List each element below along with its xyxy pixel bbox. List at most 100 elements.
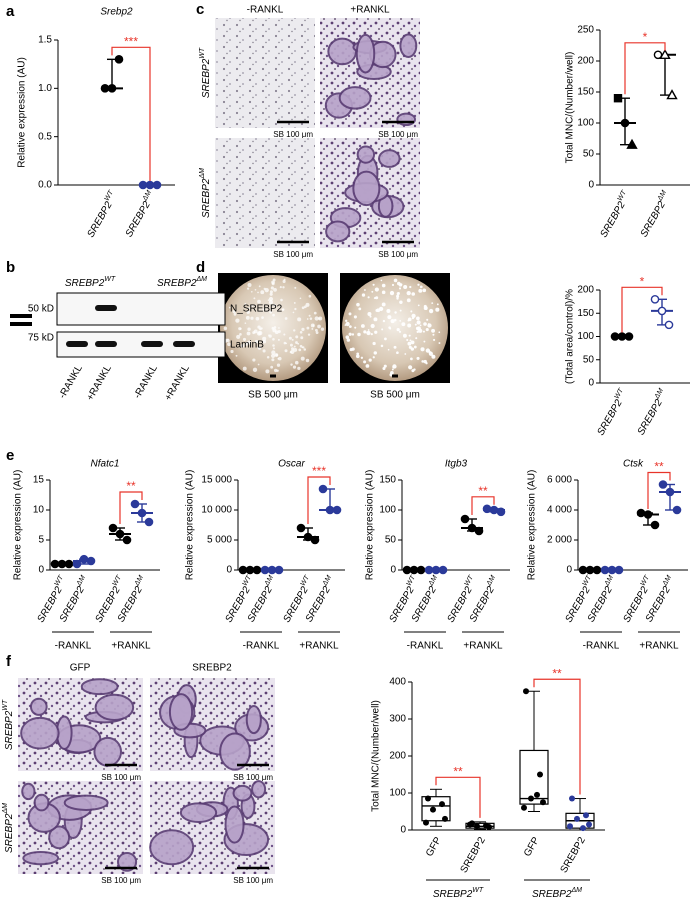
cell-speck	[252, 331, 256, 335]
y-tick-label: 10 000	[201, 505, 232, 516]
significance-bracket	[307, 476, 331, 524]
cell-speck	[242, 366, 247, 371]
data-point	[657, 306, 667, 316]
osteoclast	[399, 33, 418, 58]
cell-speck	[282, 279, 286, 284]
data-point	[86, 556, 96, 566]
cell-speck	[294, 286, 297, 289]
data-point	[537, 771, 543, 778]
cell-speck	[270, 365, 274, 369]
cell-speck	[317, 324, 321, 329]
cell-speck	[258, 285, 261, 288]
cell-speck	[289, 350, 292, 354]
data-point	[425, 795, 431, 802]
x-tick-label: GFP	[424, 835, 444, 859]
osteoclast	[327, 37, 358, 66]
data-point	[130, 499, 140, 509]
cell-speck	[406, 338, 409, 342]
y-tick-label: 0	[38, 565, 44, 576]
cell-speck	[280, 298, 283, 302]
cell-speck	[387, 315, 392, 320]
cell-speck	[409, 285, 412, 289]
cell-speck	[291, 338, 294, 341]
data-point	[260, 565, 270, 575]
cell-speck	[407, 317, 412, 322]
x-tick-label: SREBP2WT	[594, 387, 631, 438]
cell-speck	[358, 307, 362, 311]
cell-speck	[238, 327, 242, 331]
lane-label: -RANKL	[132, 363, 160, 401]
data-point	[650, 294, 660, 304]
data-point	[467, 821, 473, 828]
data-point	[332, 505, 342, 515]
cell-speck	[257, 346, 262, 350]
data-point	[567, 823, 573, 830]
data-point	[318, 484, 328, 494]
y-tick-label: 5 000	[207, 535, 232, 546]
cell-speck	[288, 336, 292, 340]
y-tick-label: 4 000	[547, 505, 572, 516]
y-tick-label: 10	[33, 505, 45, 516]
cell-speck	[372, 356, 375, 359]
cell-speck	[313, 311, 317, 315]
y-tick-label: 0	[588, 378, 594, 389]
cell-speck	[315, 331, 319, 335]
cell-speck	[381, 290, 386, 295]
data-point	[521, 804, 527, 811]
cell-speck	[291, 347, 295, 351]
data-point	[79, 554, 89, 564]
cell-speck	[348, 332, 352, 336]
y-tick-label: 5	[38, 535, 44, 546]
cell-speck	[410, 357, 413, 361]
condition-label: +RANKL	[111, 641, 151, 652]
data-point	[238, 565, 248, 575]
data-point	[430, 806, 436, 813]
x-tick-label: GFP	[522, 835, 542, 859]
y-tick-label: 100	[577, 331, 594, 342]
x-tick-label-sup: WT	[405, 574, 417, 588]
data-point	[636, 508, 646, 518]
significance-label: *	[640, 274, 645, 288]
micrograph	[215, 18, 315, 128]
data-point	[423, 819, 429, 826]
osteoclast	[93, 736, 123, 767]
condition-label: -RANKL	[583, 641, 620, 652]
cell-speck	[363, 360, 367, 364]
osteoclast	[94, 693, 135, 722]
x-tick-label-sup: ΔM	[75, 574, 87, 588]
cell-speck	[273, 368, 278, 373]
data-point	[610, 332, 620, 341]
cell-speck	[396, 327, 400, 332]
scale-label: SB 100 μm	[378, 130, 418, 139]
cell-speck	[264, 288, 269, 293]
cell-speck	[273, 288, 277, 292]
cell-speck	[415, 337, 418, 340]
osteoclast	[29, 697, 48, 716]
blot-group: SREBP2ΔM	[157, 276, 207, 289]
cell-speck	[260, 290, 265, 295]
significance-bracket	[533, 678, 581, 795]
cell-speck	[294, 360, 299, 365]
cell-speck	[356, 302, 360, 307]
cell-speck	[267, 299, 270, 301]
cell-speck	[351, 333, 355, 336]
condition-label: SREBP2WT	[433, 887, 484, 900]
cell-speck	[404, 353, 407, 355]
column-header: -RANKL	[247, 5, 284, 16]
cell-speck	[367, 296, 370, 299]
data-point	[145, 180, 155, 190]
cell-speck	[306, 326, 310, 330]
cell-speck	[426, 318, 429, 321]
x-tick-label: SREBP2	[459, 835, 488, 875]
cell-speck	[308, 294, 312, 298]
cell-speck	[232, 309, 237, 314]
cell-speck	[292, 365, 297, 369]
cell-speck	[278, 356, 282, 361]
data-point	[303, 532, 313, 542]
cell-speck	[265, 369, 270, 374]
cell-speck	[227, 342, 231, 347]
scale-label: SB 100 μm	[233, 773, 273, 782]
x-tick-label-base: SREBP2	[85, 199, 114, 239]
x-tick-label-sup: ΔM	[263, 574, 275, 588]
osteoclast	[396, 112, 416, 127]
